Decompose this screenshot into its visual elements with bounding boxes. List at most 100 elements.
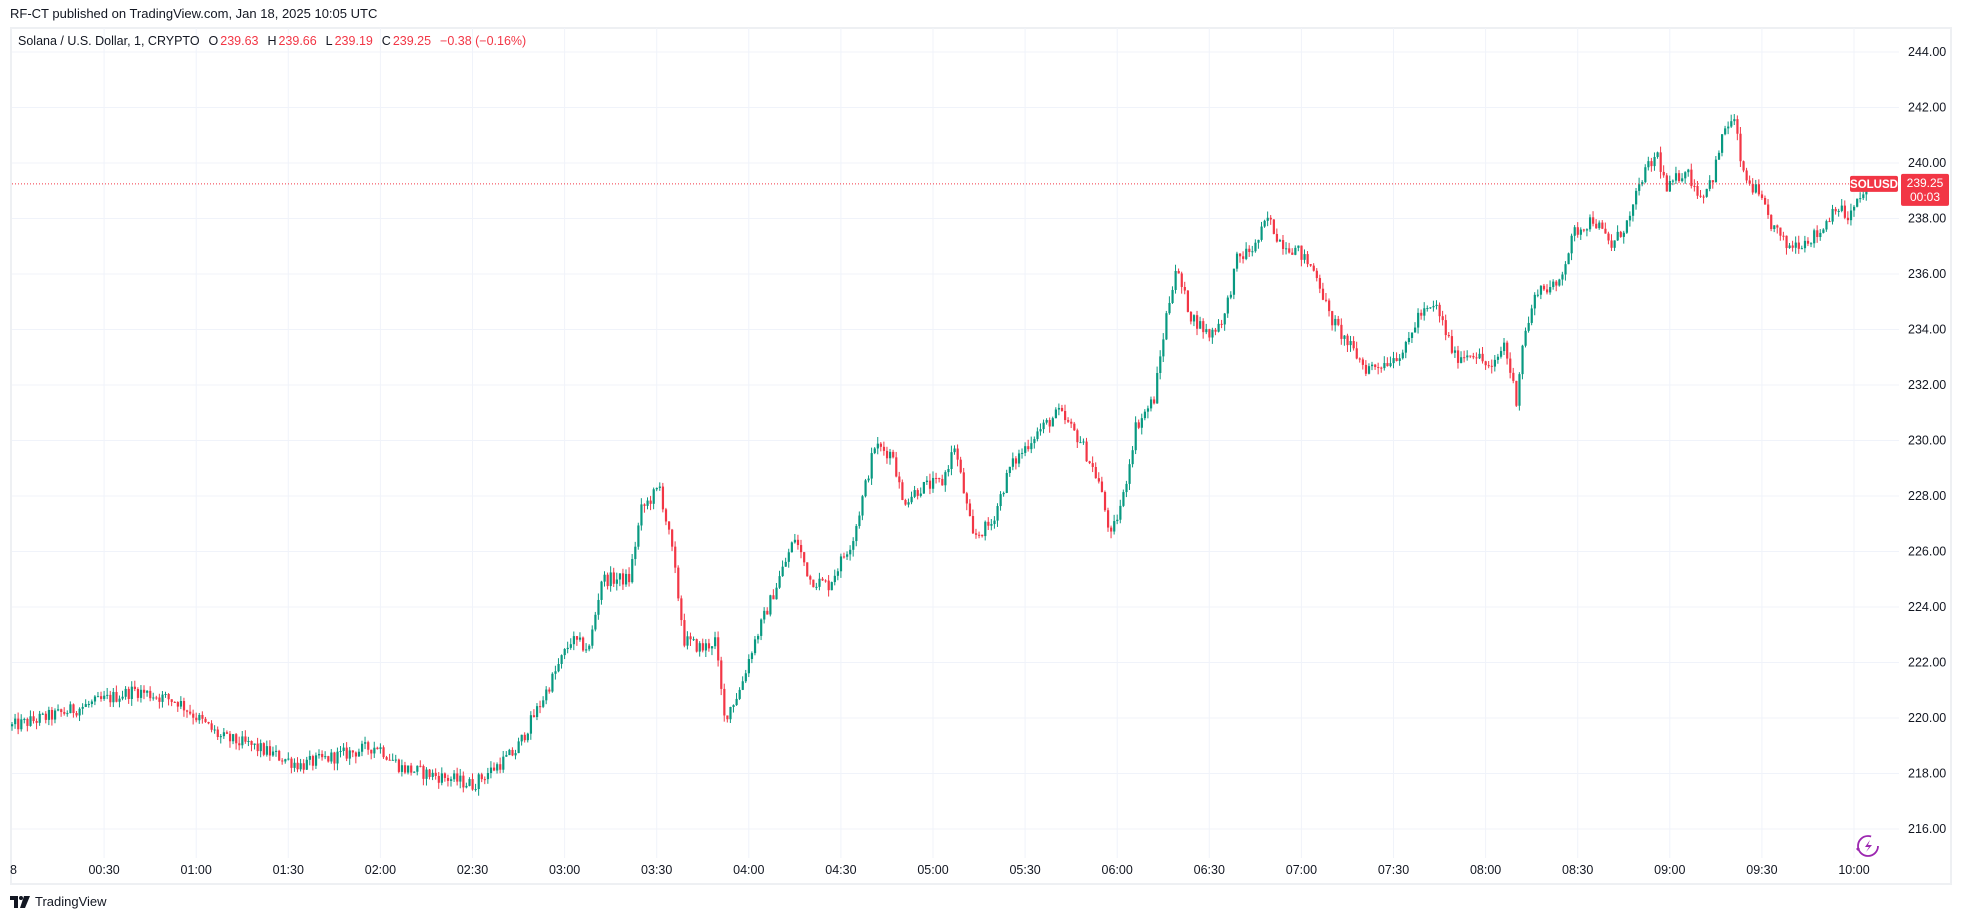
candle-body <box>1828 221 1831 223</box>
candle-body <box>1051 418 1054 427</box>
candle-body <box>1413 327 1417 333</box>
candle-body <box>419 765 422 767</box>
candle-body <box>775 587 778 600</box>
candle-body <box>1278 240 1282 242</box>
symbol-legend: Solana / U.S. Dollar, 1, CRYPTO O 239.63 … <box>18 34 528 48</box>
candle-body <box>1189 311 1193 322</box>
candle-body <box>339 751 342 753</box>
candle-body <box>1576 227 1579 235</box>
candle-body <box>456 773 459 782</box>
last-price-tag: SOLUSD 239.25 00:03 <box>1850 173 1949 206</box>
candle-body <box>1478 353 1481 359</box>
x-tick-label: 01:30 <box>273 863 304 877</box>
candle-body <box>695 639 698 652</box>
candle-body <box>625 573 628 585</box>
lightning-icon[interactable] <box>1856 835 1879 857</box>
candle-body <box>471 779 474 790</box>
candle-body <box>502 756 505 770</box>
candle-body <box>47 709 51 720</box>
candle-body <box>1060 407 1064 411</box>
candle-body <box>1407 337 1411 342</box>
chart-frame[interactable] <box>10 27 1952 885</box>
candle-body <box>1214 329 1217 332</box>
candle-body <box>1180 273 1183 287</box>
candle-body <box>1730 121 1733 127</box>
candle-body <box>1334 318 1337 326</box>
candle-body <box>1819 232 1822 238</box>
y-tick-label: 238.00 <box>1908 212 1946 226</box>
candle-body <box>139 689 143 698</box>
candle-body <box>1472 355 1475 358</box>
candle-body <box>597 599 600 615</box>
candle-body <box>1481 353 1484 362</box>
candle-body <box>772 595 775 600</box>
candle-body <box>1288 248 1291 253</box>
candle-body <box>582 637 585 651</box>
candle-body <box>1564 264 1567 275</box>
candle-body <box>815 586 818 588</box>
candle-body <box>898 476 901 483</box>
candle-body <box>41 713 44 715</box>
candle-body <box>1149 399 1153 409</box>
candle-body <box>1469 355 1472 357</box>
brand-name: TradingView <box>35 894 107 909</box>
candle-body <box>1196 315 1199 329</box>
candle-body <box>1604 228 1607 234</box>
candle-body <box>781 566 784 577</box>
candle-body <box>127 688 130 699</box>
candle-body <box>689 636 692 640</box>
x-tick-label: 07:30 <box>1378 863 1409 877</box>
candle-body <box>922 482 925 494</box>
candle-body <box>403 765 407 773</box>
x-tick-label: 8 <box>10 863 17 877</box>
candle-body <box>1579 229 1582 235</box>
candle-body <box>1441 316 1444 321</box>
candle-body <box>1153 399 1156 404</box>
candle-body <box>971 516 975 534</box>
candle-body <box>799 545 803 553</box>
candle-body <box>889 451 892 459</box>
candle-body <box>1705 188 1708 197</box>
candle-body <box>723 688 726 716</box>
candle-body <box>526 733 529 741</box>
candle-body <box>1140 418 1143 428</box>
candle-body <box>219 736 222 738</box>
candle-body <box>729 707 732 720</box>
candle-body <box>778 576 781 588</box>
candle-body <box>1512 372 1515 381</box>
candle-body <box>1285 248 1288 250</box>
candle-body <box>1039 429 1042 432</box>
candle-body <box>1202 321 1205 333</box>
candle-body <box>965 493 968 504</box>
candle-body <box>106 694 109 696</box>
candle-body <box>968 503 972 517</box>
tradingview-brand[interactable]: TradingView <box>10 894 107 909</box>
candle-body <box>542 700 545 707</box>
candle-body <box>548 689 551 692</box>
candle-body <box>1156 372 1159 404</box>
candle-body <box>1367 366 1371 374</box>
candle-body <box>1742 161 1745 171</box>
candle-body <box>1840 205 1843 211</box>
candle-body <box>640 504 643 526</box>
candle-body <box>1754 184 1757 193</box>
candle-body <box>563 649 566 656</box>
symbol-name[interactable]: Solana / U.S. Dollar, 1, CRYPTO <box>18 34 200 48</box>
candle-body <box>489 767 493 774</box>
candle-body <box>1487 365 1490 367</box>
candle-body <box>1266 217 1269 221</box>
candle-body <box>557 663 560 672</box>
candle-body <box>1088 461 1091 464</box>
candle-body <box>299 763 302 770</box>
candle-body <box>222 732 226 737</box>
candle-body <box>290 758 293 768</box>
candle-body <box>124 688 127 697</box>
candle-body <box>935 477 938 479</box>
candle-body <box>235 734 238 744</box>
candle-body <box>1048 420 1051 427</box>
candle-body <box>978 534 981 536</box>
candle-body <box>459 775 462 782</box>
candle-body <box>201 714 204 719</box>
candle-body <box>1177 270 1180 274</box>
